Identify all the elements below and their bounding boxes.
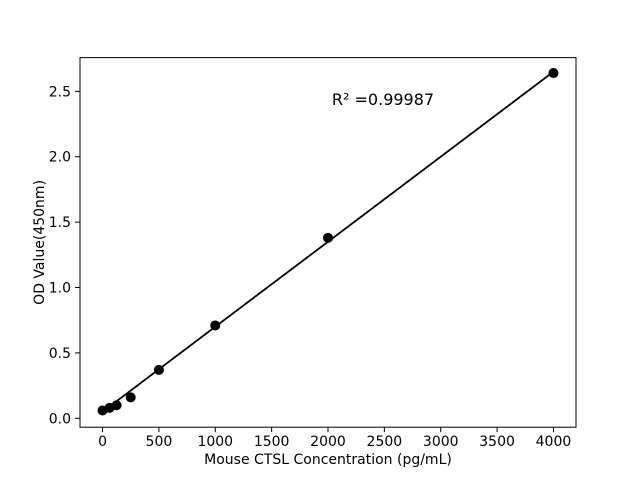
- y-tick-label: 2.5: [49, 84, 71, 100]
- x-tick-label: 0: [98, 434, 107, 450]
- data-series: [97, 68, 559, 416]
- x-tick-label: 3000: [423, 434, 459, 450]
- data-point: [111, 400, 122, 411]
- y-tick-label: 2.0: [49, 150, 71, 166]
- y-tick-label: 0.0: [49, 411, 71, 427]
- data-point: [548, 68, 559, 79]
- y-tick-label: 0.5: [49, 346, 71, 362]
- x-tick-label: 2500: [367, 434, 403, 450]
- x-axis-ticks: 0 500 1000 1500 2000 2500 3000 3500 4000: [98, 427, 571, 450]
- y-tick-label: 1.0: [49, 281, 71, 297]
- data-point: [125, 392, 136, 403]
- data-point: [210, 320, 221, 331]
- x-axis-label: Mouse CTSL Concentration (pg/mL): [204, 452, 452, 468]
- x-tick-label: 4000: [536, 434, 572, 450]
- data-point: [153, 364, 164, 375]
- x-tick-label: 3500: [479, 434, 515, 450]
- y-tick-label: 1.5: [49, 215, 71, 231]
- r-squared-annotation: R² =0.99987: [332, 90, 434, 109]
- x-tick-label: 500: [146, 434, 173, 450]
- y-axis-label: OD Value(450nm): [32, 180, 48, 305]
- x-tick-label: 1500: [254, 434, 290, 450]
- x-tick-label: 1000: [197, 434, 233, 450]
- x-tick-label: 2000: [310, 434, 346, 450]
- y-axis-ticks: 0.0 0.5 1.0 1.5 2.0 2.5: [49, 84, 80, 427]
- data-point: [323, 232, 333, 243]
